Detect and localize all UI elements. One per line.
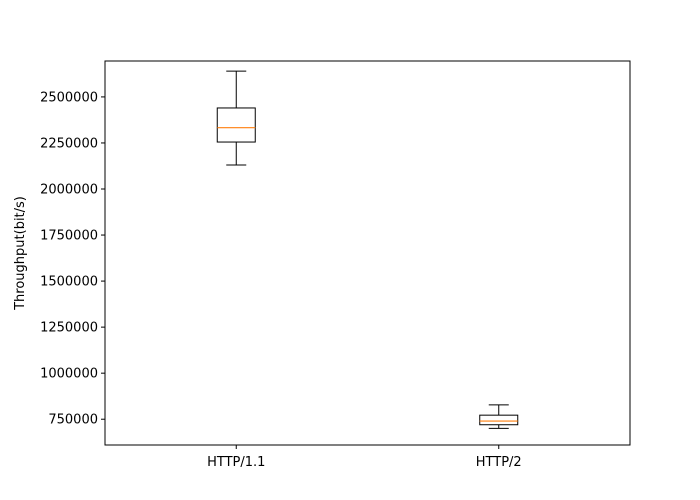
y-axis: 750000 1000000 1250000 1500000 1750000 200000…: [40, 90, 105, 428]
x-axis: HTTP/1.1 HTTP/2: [207, 445, 522, 470]
iqr-box: [216, 107, 256, 143]
y-tick-label: 2250000: [40, 136, 98, 151]
y-axis-label: Throughput(bit/s): [13, 196, 28, 311]
plot-frame: [104, 60, 631, 446]
y-tick-label: 2500000: [40, 90, 98, 105]
box-http-1-1: [216, 70, 256, 166]
y-tick-label: 1250000: [40, 321, 98, 336]
box-http-2: [479, 404, 519, 429]
x-tick-label: HTTP/2: [476, 455, 522, 470]
y-tick-label: 1750000: [40, 229, 98, 244]
x-tick-label: HTTP/1.1: [207, 455, 265, 470]
y-tick-label: 1000000: [40, 367, 98, 382]
iqr-box: [479, 414, 519, 426]
box-series: [216, 70, 519, 429]
y-tick-label: 750000: [48, 413, 98, 428]
y-tick-label: 2000000: [40, 183, 98, 198]
y-tick-label: 1500000: [40, 275, 98, 290]
